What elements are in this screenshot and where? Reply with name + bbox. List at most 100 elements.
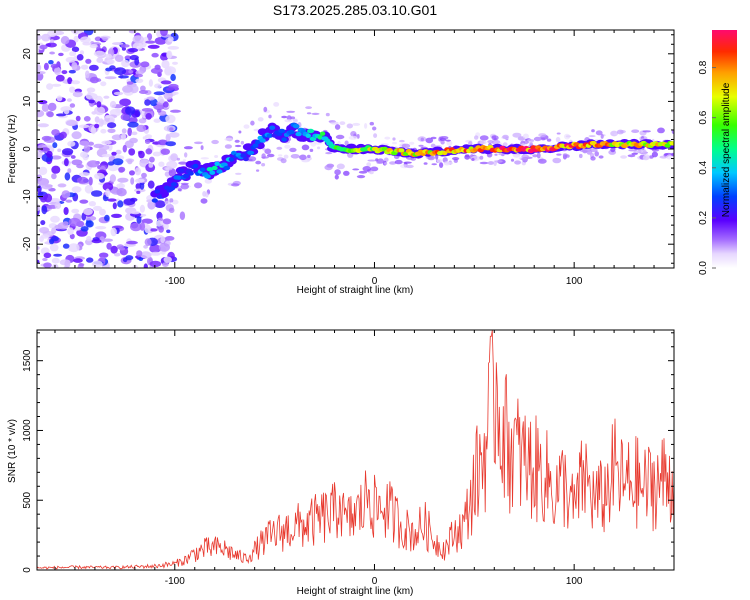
spectrogram-noise-cell xyxy=(51,173,57,180)
spectrogram-noise-cell xyxy=(117,177,129,183)
spectrogram-noise-cell xyxy=(126,240,138,245)
spectrogram-scatter-cell xyxy=(292,118,298,124)
spectrogram-noise-cell xyxy=(102,238,113,242)
spectrogram-noise-cell xyxy=(165,87,175,91)
spectrogram-noise-cell xyxy=(71,46,80,53)
spectrogram-scatter-cell xyxy=(471,158,475,161)
spectrogram-scatter-cell xyxy=(659,155,668,159)
spectrogram-noise-cell xyxy=(71,80,81,85)
spectrogram-noise-cell xyxy=(68,217,81,227)
spectrogram-scatter-cell xyxy=(643,154,650,161)
spectrogram-scatter-cell xyxy=(594,151,599,157)
spectrogram-scatter-cell xyxy=(325,112,330,117)
spectrogram-noise-cell xyxy=(128,117,138,124)
spectrogram-scatter-cell xyxy=(168,170,173,174)
spectrogram-noise-cell xyxy=(103,95,110,99)
spectrogram-scatter-cell xyxy=(286,110,296,113)
spectrogram-noise-cell xyxy=(41,184,53,190)
spectrogram-noise-cell xyxy=(172,61,178,65)
spectrogram-noise-cell xyxy=(104,214,110,222)
spectrogram-noise-cell xyxy=(110,245,118,254)
spectrogram-noise-cell xyxy=(37,259,40,264)
spectrogram-scatter-cell xyxy=(362,166,372,172)
spectrogram-noise-cell xyxy=(69,103,76,108)
spectrogram-scatter-cell xyxy=(579,153,583,159)
spectrogram-noise-cell xyxy=(139,204,145,213)
spectrogram-scatter-cell xyxy=(247,156,257,162)
snr-y-tick-label: 0 xyxy=(22,567,33,573)
spectrogram-ridge-cell xyxy=(211,165,218,171)
spectrogram-noise-cell xyxy=(80,151,88,158)
spectrogram-noise-cell xyxy=(96,101,102,108)
spectrogram-scatter-cell xyxy=(468,141,473,146)
spectrogram-scatter-cell xyxy=(600,133,604,139)
spectrogram-noise-cell xyxy=(142,136,147,140)
spectrogram-noise-cell xyxy=(55,74,65,82)
spectrogram-scatter-cell xyxy=(642,130,651,133)
spectrogram-noise-cell xyxy=(145,113,152,120)
spectrogram-noise-cell xyxy=(105,188,111,198)
spectrogram-noise-cell xyxy=(46,150,53,158)
spectrogram-noise-cell xyxy=(162,101,169,108)
spectrogram-scatter-cell xyxy=(369,170,374,175)
spectrogram-noise-cell xyxy=(170,109,181,113)
spectrogram-noise-cell xyxy=(106,59,115,65)
spectrogram-noise-cell xyxy=(154,200,166,209)
spectrogram-noise-cell xyxy=(93,143,104,149)
spectrogram-noise-cell xyxy=(102,37,109,41)
spectrogram-noise-cell xyxy=(101,140,112,145)
spectrogram-noise-cell xyxy=(104,76,117,80)
spectrogram-scatter-cell xyxy=(283,154,289,159)
spectrogram-ridge-cell xyxy=(259,138,266,143)
spectrogram-noise-cell xyxy=(50,155,62,160)
spectrogram-scatter-cell xyxy=(334,174,339,180)
spectrogram-scatter-cell xyxy=(182,159,187,162)
spectrogram-scatter-cell xyxy=(384,157,389,162)
spectrogram-noise-cell xyxy=(94,116,100,123)
spectrogram-noise-cell xyxy=(71,186,82,193)
spectrogram-noise-cell xyxy=(84,184,94,194)
spectrogram-noise-cell xyxy=(161,59,170,69)
spectrogram-noise-cell xyxy=(37,110,45,118)
spectrogram-noise-cell xyxy=(128,148,136,156)
spectrogram-ridge-cell xyxy=(319,131,326,136)
spectrogram-noise-cell xyxy=(69,51,77,57)
spectrogram-scatter-cell xyxy=(263,106,268,113)
spectrogram-scatter-cell xyxy=(514,160,522,165)
spectrogram-noise-cell xyxy=(135,183,141,190)
spectrogram-noise-cell xyxy=(89,64,99,71)
spectrogram-noise-cell xyxy=(134,73,144,78)
spectrogram-noise-cell xyxy=(151,52,159,58)
spectrogram-scatter-cell xyxy=(598,155,604,159)
spectrogram-y-tick-label: 10 xyxy=(22,95,33,107)
spectrogram-noise-cell xyxy=(60,36,70,45)
spectrogram-noise-cell xyxy=(148,162,154,168)
spectrogram-noise-cell xyxy=(86,87,96,93)
spectrogram-noise-cell xyxy=(114,54,124,63)
spectrogram-noise-cell xyxy=(162,262,169,267)
colorbar-label: Normalized spectral amplitude xyxy=(721,82,732,217)
spectrogram-noise-cell xyxy=(50,39,55,43)
spectrogram-scatter-cell xyxy=(336,163,345,170)
spectrogram-scatter-cell xyxy=(405,164,414,169)
spectrogram-scatter-cell xyxy=(307,154,311,158)
spectrogram-noise-cell xyxy=(140,85,146,92)
spectrogram-noise-cell xyxy=(42,257,48,262)
spectrogram-noise-cell xyxy=(87,160,99,168)
spectrogram-scatter-cell xyxy=(224,137,234,141)
spectrogram-noise-cell xyxy=(130,211,141,215)
spectrogram-noise-cell xyxy=(83,144,91,153)
spectrogram-ridge-cell xyxy=(307,128,315,134)
spectrogram-scatter-cell xyxy=(565,154,570,158)
spectrogram-scatter-cell xyxy=(399,139,405,143)
spectrogram-noise-cell xyxy=(147,44,160,49)
spectrogram-ridge-cell xyxy=(247,150,255,155)
spectrogram-noise-cell xyxy=(118,247,126,251)
spectrogram-noise-cell xyxy=(107,143,113,151)
spectrogram-noise-cell xyxy=(157,139,168,146)
spectrogram-noise-cell xyxy=(75,115,81,122)
spectrogram-scatter-cell xyxy=(541,137,546,141)
spectrogram-scatter-cell xyxy=(171,199,179,205)
spectrogram-noise-cell xyxy=(37,63,42,72)
